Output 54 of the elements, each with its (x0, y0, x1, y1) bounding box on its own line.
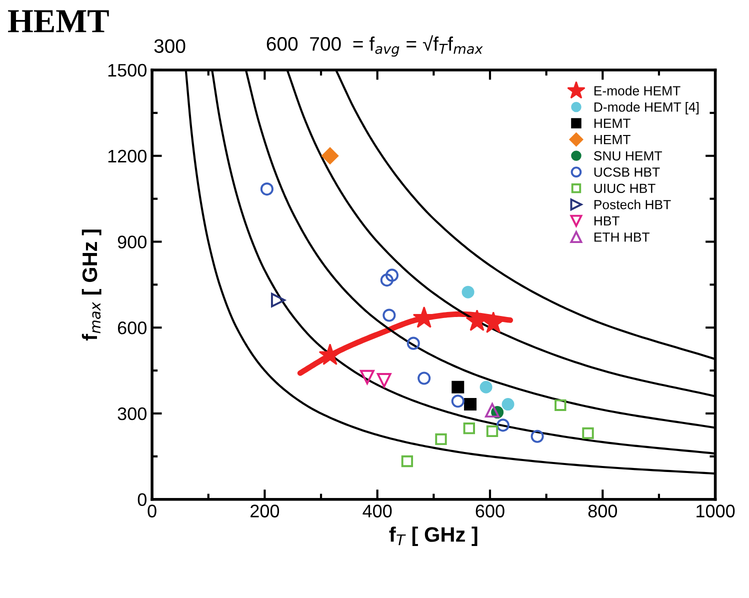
point (376, 373, 392, 388)
point (464, 398, 477, 411)
point (418, 372, 431, 385)
y-tick-label: 300 (118, 407, 146, 420)
legend-label: UCSB HBT (594, 167, 660, 177)
point (486, 425, 498, 438)
y-tick-label: 600 (118, 322, 146, 334)
x-tick-label: 200 (250, 504, 280, 518)
point (435, 433, 447, 446)
point (360, 370, 374, 384)
point (385, 268, 399, 282)
point (270, 292, 286, 308)
y-tick-label: 900 (118, 236, 146, 248)
x-tick-label: 0 (148, 504, 156, 518)
point (260, 182, 274, 196)
point (466, 309, 488, 331)
y-tick-label: 1200 (108, 150, 146, 163)
point (380, 274, 394, 287)
point (401, 455, 414, 468)
text: 300 (154, 39, 186, 53)
x-tick-label: 800 (588, 504, 618, 518)
x-tick-label: 1000 (696, 504, 735, 518)
legend-label: HBT (594, 216, 620, 226)
y-axis-title: f$_{max}$ [ GHz ] (82, 230, 102, 341)
text: 600 700 = f$_{avg}$ = √f$_{T}$f$_{max}$ (266, 35, 483, 57)
point (462, 286, 474, 298)
point (463, 422, 475, 434)
point (502, 398, 514, 411)
legend-label: HEMT (594, 118, 630, 128)
point (452, 380, 464, 394)
y-tick-label: 1500 (108, 64, 146, 77)
x-axis-title: f$_{T}$ [ GHz ] (389, 526, 478, 546)
point (321, 147, 339, 164)
point (554, 399, 566, 411)
point (582, 427, 594, 440)
x-tick-label: 600 (476, 504, 504, 518)
legend-label: SNU HEMT (594, 151, 662, 161)
legend-label: Postech HBT (594, 200, 671, 210)
legend-label: UIUC HBT (594, 184, 656, 194)
legend-label: E-mode HEMT (594, 86, 680, 96)
point (406, 336, 420, 350)
point (480, 380, 492, 394)
point (496, 418, 510, 432)
point (318, 344, 342, 366)
legend-label: HEMT (594, 135, 630, 144)
point (485, 403, 500, 418)
chart-title: HEMT (8, 10, 109, 32)
x-tick-label: 400 (362, 504, 392, 518)
point (451, 394, 464, 408)
point (382, 308, 396, 322)
point (530, 430, 544, 443)
legend-label: D-mode HEMT [4] (594, 102, 699, 114)
legend-label: ETH HBT (594, 232, 650, 242)
y-tick-label: 0 (138, 493, 146, 506)
